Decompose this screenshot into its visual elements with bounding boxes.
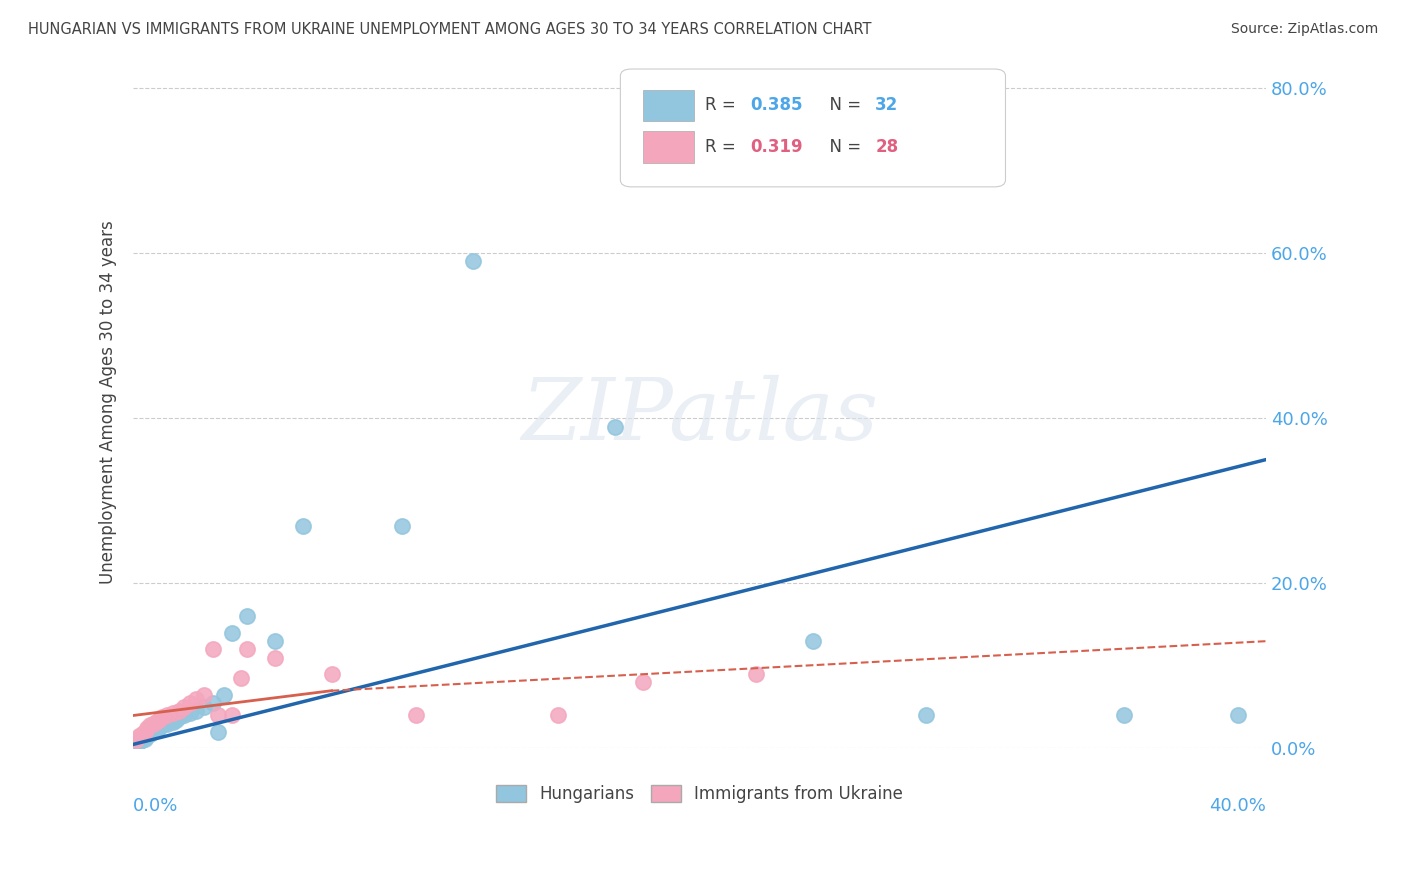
Point [162, 706, 184, 720]
Point [150, 718, 173, 732]
Point [212, 688, 235, 702]
Point [165, 713, 187, 727]
Text: 28: 28 [875, 137, 898, 156]
Text: 32: 32 [875, 96, 898, 114]
Point [292, 518, 315, 533]
Text: Source: ZipAtlas.com: Source: ZipAtlas.com [1230, 22, 1378, 37]
Point [136, 721, 159, 735]
Point [235, 642, 257, 657]
Point [235, 609, 257, 624]
Point [264, 634, 287, 648]
Point [173, 708, 195, 723]
Point [179, 706, 201, 720]
Point [1226, 708, 1249, 723]
Text: 0.385: 0.385 [751, 96, 803, 114]
FancyBboxPatch shape [620, 69, 1005, 187]
Point [131, 733, 153, 747]
Point [463, 254, 485, 268]
Point [136, 729, 159, 743]
Point [139, 718, 162, 732]
Point [150, 710, 173, 724]
Point [229, 671, 252, 685]
Point [173, 700, 195, 714]
Point [193, 700, 215, 714]
Point [179, 696, 201, 710]
Point [139, 726, 162, 740]
Point [207, 725, 229, 739]
Point [131, 726, 153, 740]
Point [221, 708, 243, 723]
Text: 40.0%: 40.0% [1209, 797, 1265, 815]
Point [801, 634, 824, 648]
Text: N =: N = [818, 137, 866, 156]
Point [128, 729, 150, 743]
Legend: Hungarians, Immigrants from Ukraine: Hungarians, Immigrants from Ukraine [489, 778, 910, 809]
Text: 0.319: 0.319 [751, 137, 803, 156]
Text: R =: R = [706, 96, 741, 114]
Point [201, 696, 224, 710]
Point [391, 518, 413, 533]
Point [167, 710, 190, 724]
Point [162, 714, 184, 729]
Point [156, 708, 179, 723]
Point [156, 716, 179, 731]
Point [134, 731, 156, 746]
Point [207, 708, 229, 723]
Point [321, 667, 343, 681]
Point [128, 735, 150, 749]
Y-axis label: Unemployment Among Ages 30 to 34 years: Unemployment Among Ages 30 to 34 years [100, 220, 117, 583]
Point [184, 704, 207, 718]
Text: N =: N = [818, 96, 866, 114]
Point [745, 667, 768, 681]
Point [145, 714, 167, 729]
Point [915, 708, 938, 723]
Point [201, 642, 224, 657]
Point [1114, 708, 1136, 723]
Point [184, 692, 207, 706]
Point [134, 725, 156, 739]
Point [145, 723, 167, 738]
Point [125, 737, 148, 751]
Point [167, 704, 190, 718]
Point [142, 725, 165, 739]
Point [221, 626, 243, 640]
Point [142, 716, 165, 731]
Point [125, 733, 148, 747]
Point [148, 721, 170, 735]
Text: R =: R = [706, 137, 741, 156]
Point [547, 708, 569, 723]
Point [405, 708, 427, 723]
Point [193, 688, 215, 702]
Point [631, 675, 654, 690]
Bar [643, 131, 695, 162]
Text: ZIPatlas: ZIPatlas [522, 375, 879, 457]
Point [264, 650, 287, 665]
Point [148, 713, 170, 727]
Bar [643, 90, 695, 121]
Text: 0.0%: 0.0% [134, 797, 179, 815]
Point [603, 419, 626, 434]
Text: HUNGARIAN VS IMMIGRANTS FROM UKRAINE UNEMPLOYMENT AMONG AGES 30 TO 34 YEARS CORR: HUNGARIAN VS IMMIGRANTS FROM UKRAINE UNE… [28, 22, 872, 37]
